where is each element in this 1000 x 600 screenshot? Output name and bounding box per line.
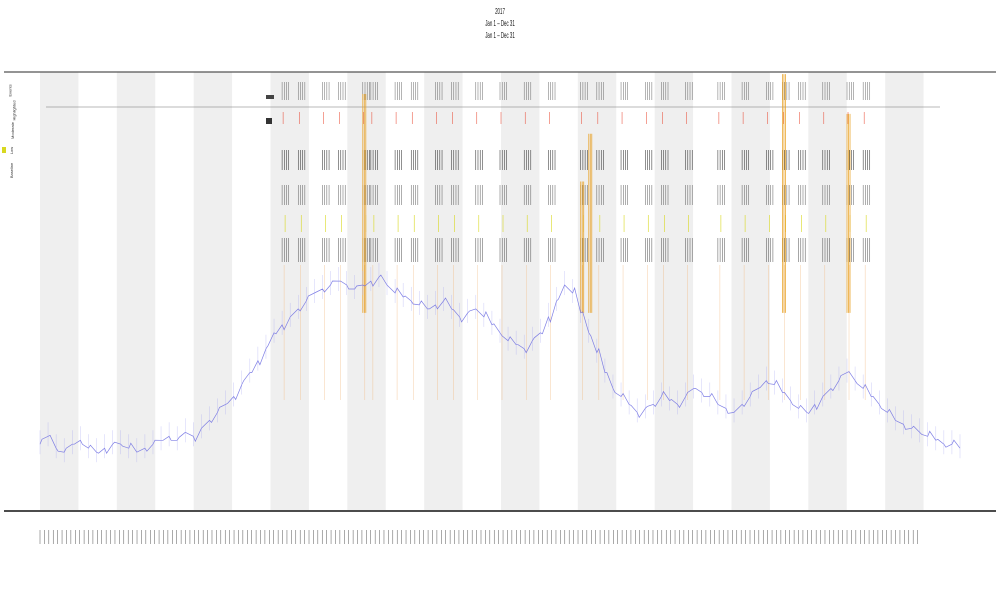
legend-entry: Highlighted xyxy=(2,99,17,121)
shaded-band xyxy=(654,72,694,510)
shaded-band xyxy=(270,72,309,510)
legend-label: Highlighted xyxy=(11,99,17,121)
legend-entry: Moderate xyxy=(2,120,16,140)
title-line-3: Jan 1 – Dec 31 xyxy=(485,31,515,40)
marker-block xyxy=(266,118,272,124)
legend-label: Moderate xyxy=(9,121,15,139)
title-line-2: Jan 1 – Dec 31 xyxy=(485,19,515,28)
chart-title: 2017 Jan 1 – Dec 31 Jan 1 – Dec 31 xyxy=(0,6,1000,42)
shaded-band xyxy=(501,72,540,510)
legend-entry: Low xyxy=(2,140,16,160)
shaded-band xyxy=(193,72,233,510)
legend: Events Highlighted Moderate Low Baseline xyxy=(2,80,17,180)
shaded-band xyxy=(347,72,386,510)
legend-entry: Events xyxy=(2,80,16,100)
title-line-1: 2017 xyxy=(495,7,505,16)
legend-label: Events xyxy=(7,83,13,97)
legend-swatch xyxy=(2,147,6,153)
legend-label: Baseline xyxy=(9,162,15,178)
shaded-band xyxy=(731,72,770,510)
shaded-band xyxy=(885,72,924,510)
legend-entry: Baseline xyxy=(2,160,16,180)
shaded-band xyxy=(577,72,617,510)
legend-label: Low xyxy=(9,146,15,154)
shaded-band xyxy=(808,72,847,510)
marker-block xyxy=(266,95,274,99)
shaded-band xyxy=(116,72,156,510)
